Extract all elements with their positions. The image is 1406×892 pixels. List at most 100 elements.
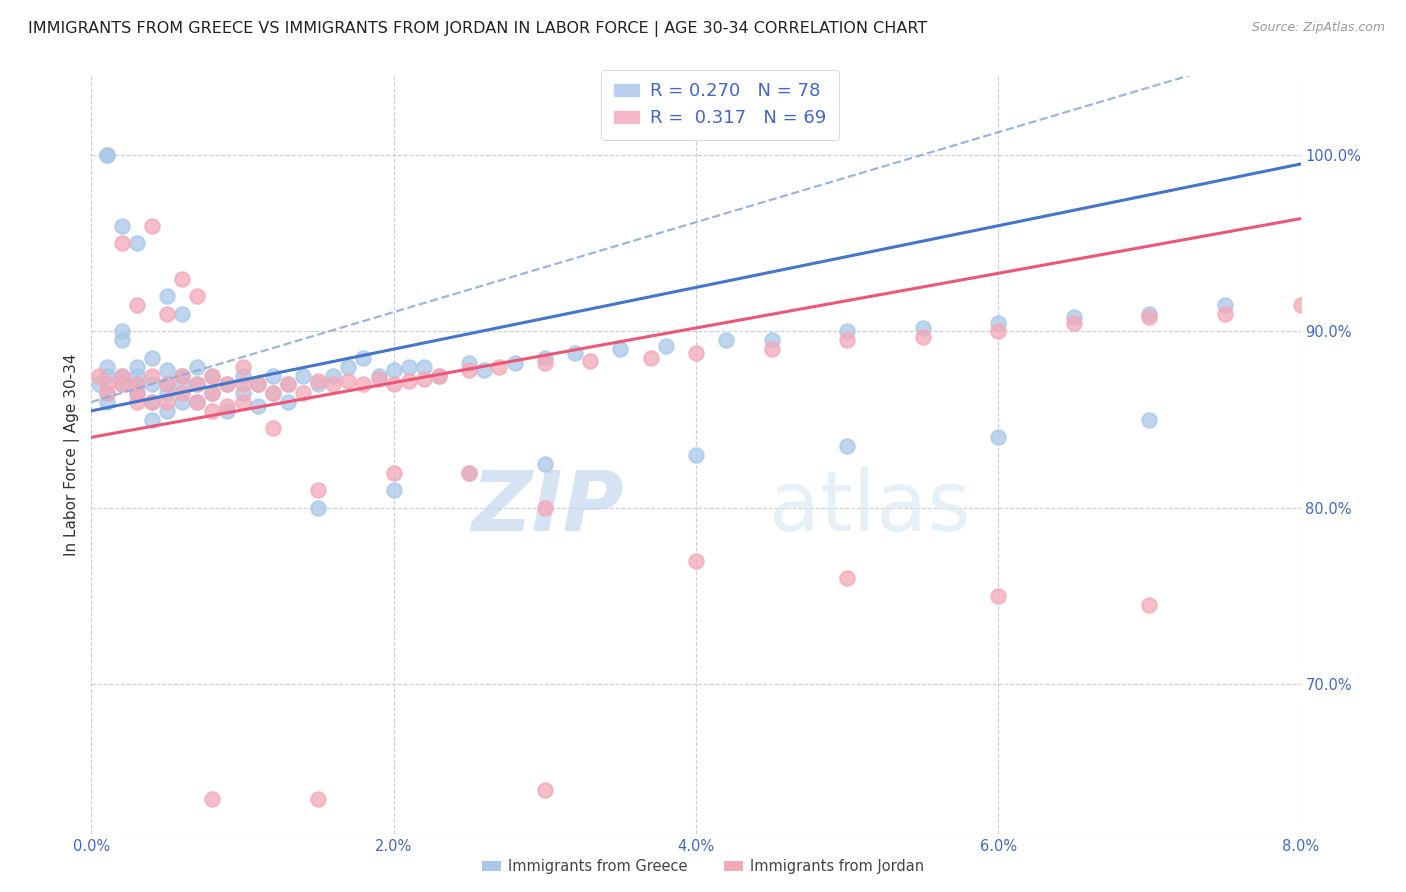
Point — [382, 483, 405, 498]
Text: IMMIGRANTS FROM GREECE VS IMMIGRANTS FROM JORDAN IN LABOR FORCE | AGE 30-34 CORR: IMMIGRANTS FROM GREECE VS IMMIGRANTS FRO… — [28, 21, 928, 37]
Point — [1139, 307, 1161, 321]
Point — [125, 386, 148, 401]
Point — [96, 148, 118, 162]
Point — [246, 377, 269, 392]
Point — [337, 359, 360, 374]
Point — [96, 395, 118, 409]
Point — [277, 377, 299, 392]
Point — [172, 368, 194, 383]
Point — [141, 412, 163, 426]
Point — [96, 368, 118, 383]
Point — [685, 554, 707, 568]
Point — [156, 307, 179, 321]
Point — [141, 219, 163, 233]
Point — [186, 395, 208, 409]
Point — [533, 783, 555, 797]
Point — [231, 359, 253, 374]
Point — [488, 359, 510, 374]
Point — [382, 466, 405, 480]
Point — [201, 386, 224, 401]
Point — [156, 363, 179, 377]
Point — [201, 368, 224, 383]
Point — [217, 377, 239, 392]
Point — [156, 377, 179, 392]
Point — [156, 289, 179, 303]
Point — [125, 377, 148, 392]
Point — [352, 351, 374, 365]
Point — [1213, 298, 1236, 312]
Point — [125, 368, 148, 383]
Point — [398, 359, 420, 374]
Point — [96, 386, 118, 401]
Point — [1139, 310, 1161, 325]
Point — [201, 368, 224, 383]
Point — [533, 351, 555, 365]
Point — [141, 377, 163, 392]
Point — [685, 345, 707, 359]
Legend: R = 0.270   N = 78, R =  0.317   N = 69: R = 0.270 N = 78, R = 0.317 N = 69 — [602, 70, 839, 140]
Point — [172, 377, 194, 392]
Point — [217, 377, 239, 392]
Point — [231, 368, 253, 383]
Point — [503, 356, 526, 370]
Point — [533, 500, 555, 515]
Point — [533, 356, 555, 370]
Point — [398, 374, 420, 388]
Point — [911, 321, 934, 335]
Point — [458, 363, 481, 377]
Point — [533, 457, 555, 471]
Point — [458, 466, 481, 480]
Point — [201, 791, 224, 805]
Point — [87, 377, 110, 392]
Point — [761, 342, 783, 356]
Point — [217, 399, 239, 413]
Text: ZIP: ZIP — [471, 467, 623, 549]
Point — [564, 345, 586, 359]
Legend: Immigrants from Greece, Immigrants from Jordan: Immigrants from Greece, Immigrants from … — [475, 854, 931, 880]
Point — [96, 386, 118, 401]
Point — [987, 325, 1010, 339]
Point — [987, 430, 1010, 444]
Point — [307, 374, 329, 388]
Text: Source: ZipAtlas.com: Source: ZipAtlas.com — [1251, 21, 1385, 34]
Point — [186, 377, 208, 392]
Point — [125, 359, 148, 374]
Point — [382, 363, 405, 377]
Point — [472, 363, 495, 377]
Point — [156, 395, 179, 409]
Point — [1139, 598, 1161, 612]
Point — [579, 354, 602, 368]
Point — [277, 377, 299, 392]
Point — [367, 368, 389, 383]
Point — [125, 377, 148, 392]
Point — [201, 386, 224, 401]
Point — [172, 395, 194, 409]
Point — [201, 404, 224, 418]
Point — [172, 368, 194, 383]
Point — [111, 368, 132, 383]
Point — [413, 372, 436, 386]
Point — [987, 589, 1010, 603]
Point — [125, 298, 148, 312]
Point — [125, 395, 148, 409]
Point — [141, 368, 163, 383]
Point — [125, 386, 148, 401]
Point — [714, 334, 737, 348]
Point — [352, 377, 374, 392]
Point — [111, 219, 132, 233]
Point — [96, 359, 118, 374]
Point — [141, 395, 163, 409]
Point — [172, 307, 194, 321]
Point — [246, 399, 269, 413]
Point — [292, 386, 315, 401]
Point — [277, 395, 299, 409]
Point — [87, 368, 110, 383]
Point — [96, 148, 118, 162]
Point — [156, 386, 179, 401]
Point — [307, 791, 329, 805]
Point — [231, 377, 253, 392]
Text: atlas: atlas — [769, 467, 970, 549]
Point — [609, 342, 631, 356]
Point — [262, 368, 284, 383]
Point — [96, 377, 118, 392]
